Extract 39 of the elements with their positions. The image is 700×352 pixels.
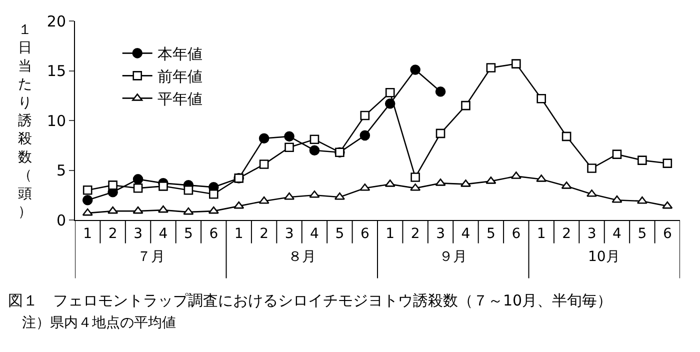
x-tick-label: 1 bbox=[536, 226, 546, 242]
x-tick-label: 5 bbox=[184, 226, 193, 242]
x-tick-label: 4 bbox=[612, 226, 622, 242]
text: 10月 bbox=[588, 249, 620, 265]
text: １日当たり誘殺数（頭） bbox=[18, 22, 32, 220]
x-tick-label: 1 bbox=[234, 226, 244, 242]
y-tick-label: 0 bbox=[56, 211, 66, 230]
legend-label: 前年値 bbox=[157, 68, 202, 86]
text: ７月 bbox=[137, 249, 165, 265]
x-tick-label: 5 bbox=[335, 226, 344, 242]
y-tick-label: 10 bbox=[46, 112, 66, 130]
x-tick-label: 4 bbox=[158, 226, 168, 242]
text: 図１ フェロモントラップ調査におけるシロイチモジヨトウ誘殺数（７～10月、半旬毎） bbox=[8, 291, 612, 310]
x-tick-label: 2 bbox=[260, 226, 269, 242]
y-tick-label: 15 bbox=[46, 62, 66, 80]
x-tick-label: 3 bbox=[436, 226, 445, 242]
x-tick-label: 6 bbox=[512, 226, 521, 242]
y-tick-label: 20 bbox=[46, 12, 66, 30]
x-tick-label: 2 bbox=[410, 226, 420, 242]
x-tick-label: 6 bbox=[662, 226, 672, 242]
x-tick-label: 2 bbox=[108, 226, 118, 242]
x-tick-label: 4 bbox=[310, 226, 320, 242]
x-tick-label: 5 bbox=[638, 226, 647, 242]
x-tick-label: 2 bbox=[562, 226, 572, 242]
x-tick-label: 3 bbox=[587, 226, 596, 242]
x-tick-label: 5 bbox=[486, 226, 496, 242]
x-tick-label: 1 bbox=[386, 226, 395, 242]
x-tick-label: 3 bbox=[284, 226, 294, 242]
legend-label: 本年値 bbox=[157, 45, 202, 64]
text: ９月 bbox=[439, 249, 467, 265]
x-tick-label: 3 bbox=[134, 226, 142, 242]
x-tick-label: 6 bbox=[209, 226, 218, 242]
x-tick-label: 6 bbox=[360, 226, 370, 242]
text: 注）県内４地点の平均値 bbox=[22, 315, 176, 331]
legend-label: 平年値 bbox=[157, 90, 202, 108]
x-tick-label: 1 bbox=[83, 226, 92, 242]
text: ８月 bbox=[288, 249, 316, 265]
y-tick-label: 5 bbox=[56, 162, 66, 180]
x-tick-label: 4 bbox=[461, 226, 470, 242]
